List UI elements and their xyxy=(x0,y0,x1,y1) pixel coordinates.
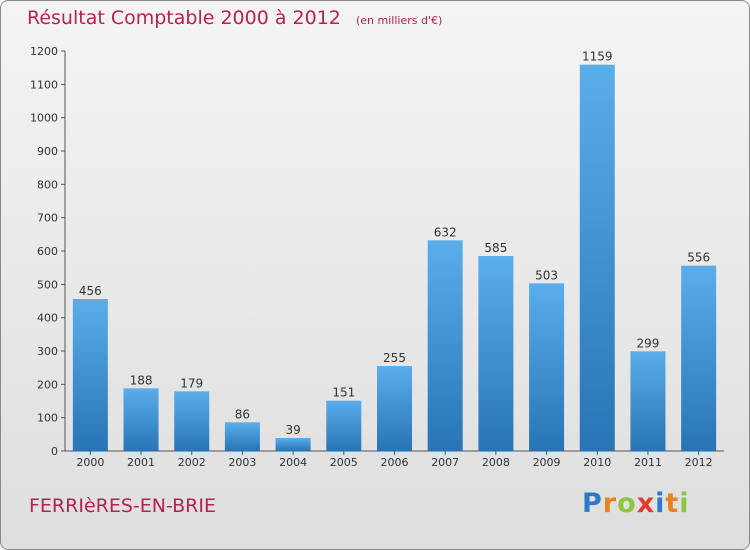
value-label: 86 xyxy=(235,407,250,421)
x-tick-label: 2010 xyxy=(583,456,611,469)
value-label: 632 xyxy=(434,225,457,239)
bar xyxy=(681,265,717,451)
value-label: 151 xyxy=(332,386,355,400)
bar xyxy=(529,283,565,451)
value-label: 188 xyxy=(130,373,153,387)
x-tick-label: 2007 xyxy=(431,456,459,469)
y-tick-label: 1000 xyxy=(30,112,58,125)
value-label: 255 xyxy=(383,351,406,365)
logo-letter: o xyxy=(617,488,637,519)
y-tick-label: 900 xyxy=(37,145,58,158)
y-tick-label: 400 xyxy=(37,312,58,325)
y-tick-label: 200 xyxy=(37,378,58,391)
y-tick-label: 1100 xyxy=(30,78,58,91)
x-tick-label: 2000 xyxy=(76,456,104,469)
bar xyxy=(275,438,311,451)
x-tick-label: 2012 xyxy=(685,456,713,469)
value-label: 1159 xyxy=(582,50,613,64)
bar xyxy=(326,400,362,451)
y-tick-label: 1200 xyxy=(30,45,58,58)
logo-letter: x xyxy=(636,488,656,519)
value-label: 179 xyxy=(180,376,203,390)
value-label: 503 xyxy=(535,268,558,282)
value-label: 299 xyxy=(637,336,660,350)
value-label: 39 xyxy=(285,423,300,437)
logo-letter: P xyxy=(582,488,603,519)
chart-title: Résultat Comptable 2000 à 2012 (en milli… xyxy=(27,7,442,29)
x-tick-label: 2003 xyxy=(228,456,256,469)
y-tick-label: 700 xyxy=(37,212,58,225)
bar xyxy=(427,240,463,451)
title-unit: (en milliers d'€) xyxy=(355,14,443,27)
x-tick-label: 2004 xyxy=(279,456,307,469)
bar xyxy=(377,366,412,451)
y-tick-label: 0 xyxy=(51,445,58,458)
bar xyxy=(224,422,260,451)
logo-letter: r xyxy=(602,488,618,519)
value-labels: 456 188 179 86 39 151 255 632 585 503 1159 299 556 xyxy=(79,50,710,437)
bar xyxy=(478,256,514,451)
value-label: 585 xyxy=(484,241,507,255)
bar xyxy=(174,391,210,451)
x-tick-label: 2006 xyxy=(381,456,409,469)
bars xyxy=(72,64,717,451)
x-tick-label: 2005 xyxy=(330,456,358,469)
title-text: Résultat Comptable 2000 à 2012 xyxy=(27,7,341,29)
logo-letter: i xyxy=(655,488,666,519)
bar xyxy=(630,351,666,451)
commune-name: FERRIèRES-EN-BRIE xyxy=(29,495,216,517)
x-tick-label: 2008 xyxy=(482,456,510,469)
y-tick-label: 500 xyxy=(37,278,58,291)
y-tick-label: 100 xyxy=(37,412,58,425)
y-tick-label: 800 xyxy=(37,178,58,191)
logo-letter: i xyxy=(679,488,690,519)
x-tick-label: 2001 xyxy=(127,456,155,469)
value-label: 456 xyxy=(79,284,102,298)
y-tick-label: 600 xyxy=(37,245,58,258)
bar xyxy=(72,299,108,451)
logo-letter: t xyxy=(665,488,680,519)
bar xyxy=(579,64,615,451)
value-label: 556 xyxy=(687,251,710,265)
proxiti-logo: Proxiti xyxy=(582,488,690,519)
x-tick-label: 2011 xyxy=(634,456,662,469)
y-tick-label: 300 xyxy=(37,345,58,358)
bar xyxy=(123,388,159,451)
x-tick-label: 2009 xyxy=(533,456,561,469)
x-tick-label: 2002 xyxy=(178,456,206,469)
